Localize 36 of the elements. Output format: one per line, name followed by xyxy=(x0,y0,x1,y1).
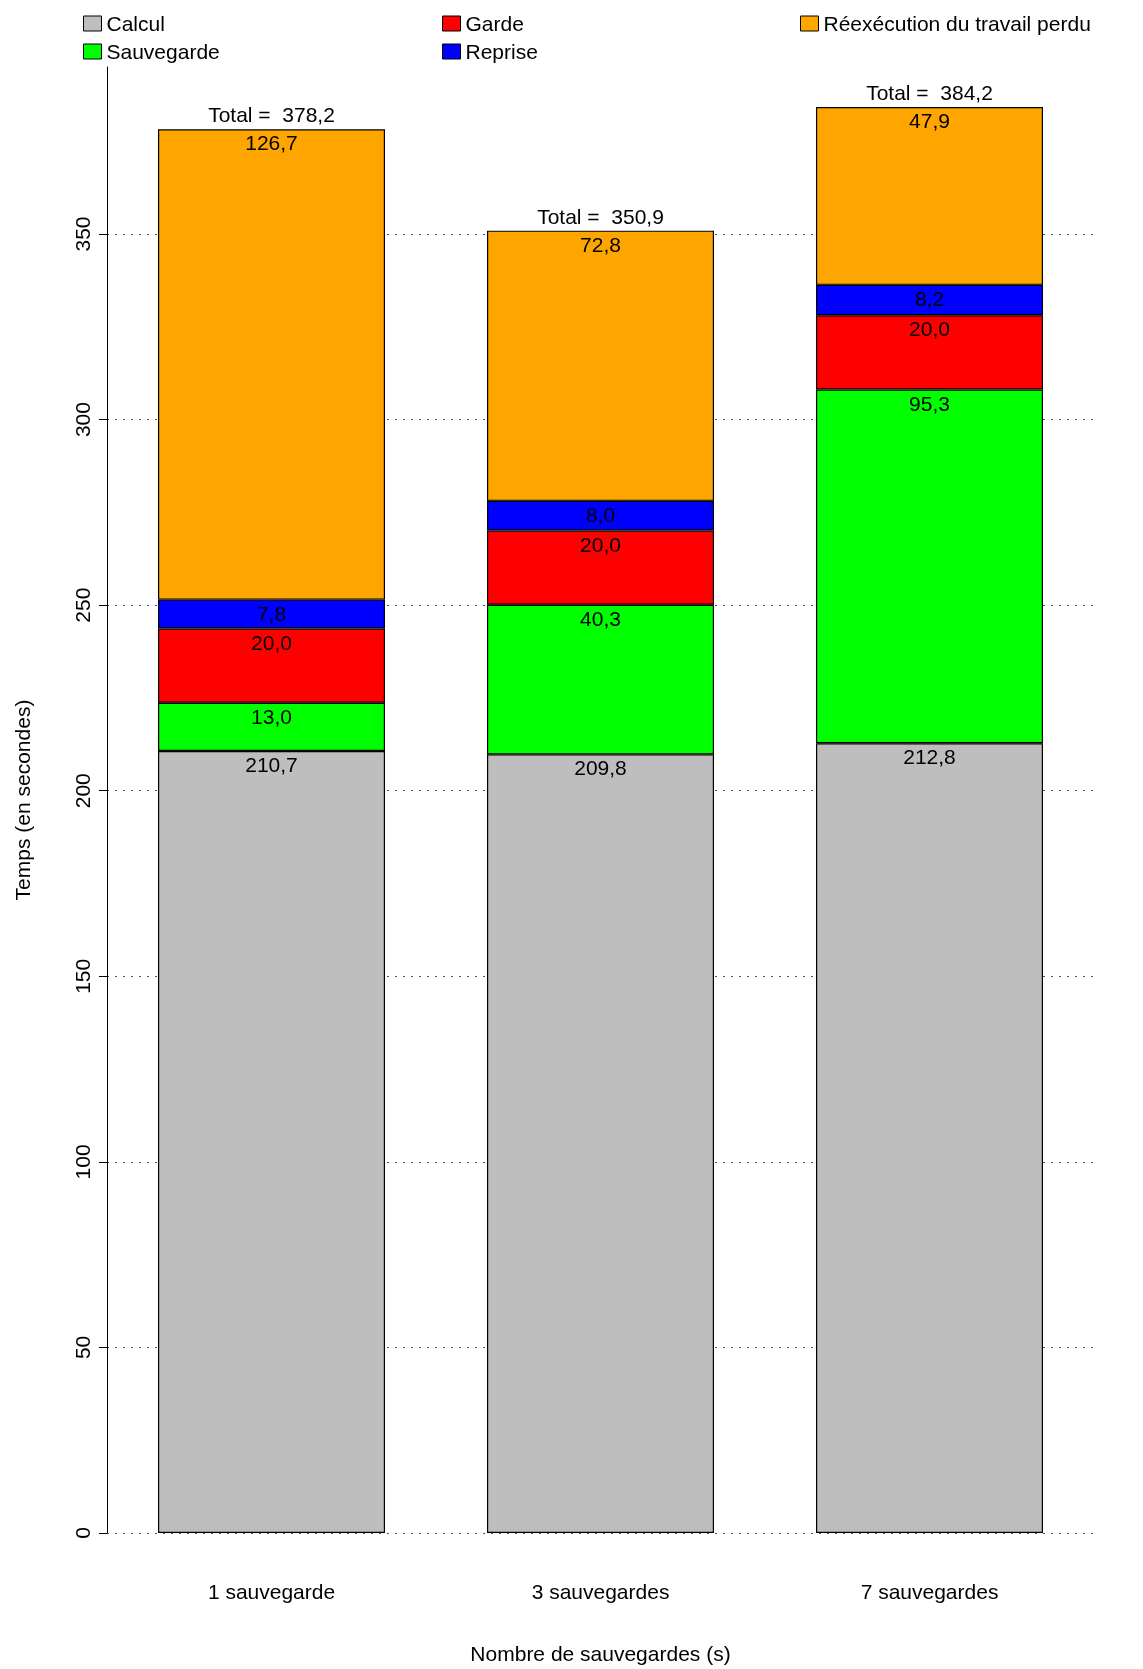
x-tick-label: 7 sauvegardes xyxy=(860,1580,999,1603)
legend-label: Reprise xyxy=(465,40,538,63)
total-label: Total = 350,9 xyxy=(537,204,664,228)
total-label: Total = 378,2 xyxy=(208,103,335,127)
y-tick-label: 0 xyxy=(71,1527,94,1539)
data-label: 209,8 xyxy=(574,756,627,780)
y-tick-label: 200 xyxy=(71,773,94,809)
y-tick-label: 300 xyxy=(71,402,94,438)
data-label: 40,3 xyxy=(580,606,621,630)
data-label: 126,7 xyxy=(245,131,298,155)
data-label: 13,0 xyxy=(251,704,292,728)
x-tick-label: 1 sauvegarde xyxy=(207,1580,336,1603)
data-label: 210,7 xyxy=(245,753,298,777)
y-tick-label: 50 xyxy=(71,1335,94,1360)
legend-label: Calcul xyxy=(106,12,165,35)
legend-label: Réexécution du travail perdu xyxy=(823,12,1091,35)
data-label: 20,0 xyxy=(251,630,292,654)
y-axis-title: Temps (en secondes) xyxy=(11,699,34,901)
data-label: 20,0 xyxy=(909,317,950,341)
total-label: Total = 384,2 xyxy=(866,81,993,105)
data-label: 95,3 xyxy=(909,391,950,415)
data-label: 72,8 xyxy=(580,232,621,256)
x-axis-title: Nombre de sauvegardes (s) xyxy=(470,1642,731,1665)
y-tick-label: 350 xyxy=(71,216,94,252)
x-tick-label: 3 sauvegardes xyxy=(531,1580,670,1603)
y-tick-label: 100 xyxy=(71,1144,94,1180)
data-label: 47,9 xyxy=(909,109,950,133)
data-label: 212,8 xyxy=(903,745,956,769)
legend-label: Garde xyxy=(465,12,524,35)
data-label: 8,0 xyxy=(585,502,616,526)
y-tick-label: 250 xyxy=(71,587,94,623)
data-label: 20,0 xyxy=(580,532,621,556)
data-label: 8,2 xyxy=(914,286,945,310)
y-tick-label: 150 xyxy=(71,958,94,994)
legend-label: Sauvegarde xyxy=(106,40,220,63)
data-label: 7,8 xyxy=(256,601,287,625)
